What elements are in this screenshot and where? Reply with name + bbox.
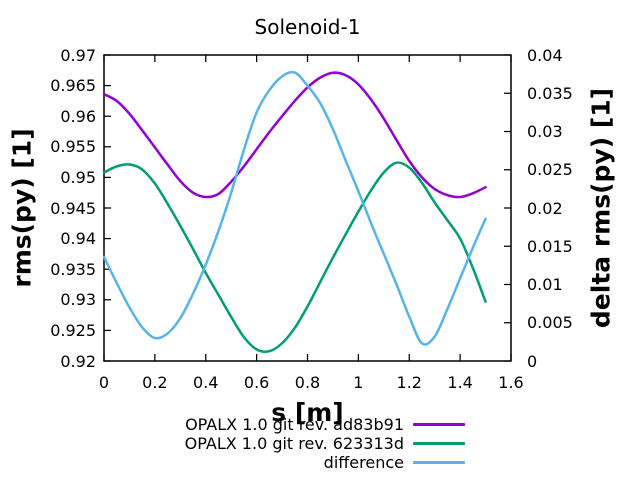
tick-label: 0.2 (142, 373, 168, 392)
tick-label: 0.955 (50, 137, 96, 157)
tick-label: 1.2 (396, 373, 422, 392)
tick-label: 0.95 (60, 167, 96, 187)
tick-label: 0.04 (527, 45, 563, 65)
legend-label: OPALX 1.0 git rev. 623313d (184, 434, 404, 453)
tick-label: 0.945 (50, 198, 96, 218)
tick-label: 0.8 (294, 373, 321, 392)
tick-label: 0.005 (527, 313, 573, 333)
legend-row: OPALX 1.0 git rev. 623313d (185, 434, 465, 453)
tick-label: 0.965 (50, 76, 96, 96)
series-line (102, 70, 487, 346)
chart-title: Solenoid-1 (254, 15, 361, 39)
tick-label: 0.935 (50, 259, 96, 279)
tick-label: 0.025 (527, 160, 573, 180)
tick-label: 0.4 (193, 373, 219, 392)
tick-label: 1.4 (447, 373, 473, 392)
tick-label: 0.6 (243, 373, 270, 392)
tick-label: 0.925 (50, 320, 96, 340)
legend-label: difference (323, 453, 404, 472)
legend-line-swatch (413, 423, 465, 426)
tick-label: 0.96 (60, 106, 96, 126)
legend-label: OPALX 1.0 git rev. ad83b91 (185, 415, 404, 434)
tick-label: 1 (353, 373, 364, 392)
legend: OPALX 1.0 git rev. ad83b91 OPALX 1.0 git… (185, 415, 465, 472)
legend-line-swatch (413, 442, 465, 445)
tick-label: 0.94 (60, 229, 96, 249)
tick-label: 0.97 (60, 45, 96, 65)
legend-line-swatch (413, 461, 465, 464)
tick-label: 0.035 (527, 83, 573, 103)
legend-row: OPALX 1.0 git rev. ad83b91 (185, 415, 465, 434)
tick-label: 0 (98, 373, 110, 392)
series-line (102, 161, 487, 353)
legend-row: difference (185, 453, 465, 472)
x-axis-label: s [m] (271, 398, 344, 427)
tick-label: 1.6 (498, 373, 524, 392)
tick-label: 0.93 (60, 290, 96, 310)
tick-label: 0 (527, 351, 538, 371)
tick-label: 0.92 (60, 351, 96, 371)
tick-label: 0.015 (527, 236, 573, 256)
tick-label: 0.02 (527, 198, 563, 218)
tick-label: 0.03 (527, 122, 563, 141)
series-line (102, 71, 487, 199)
tick-label: 0.01 (527, 275, 563, 294)
